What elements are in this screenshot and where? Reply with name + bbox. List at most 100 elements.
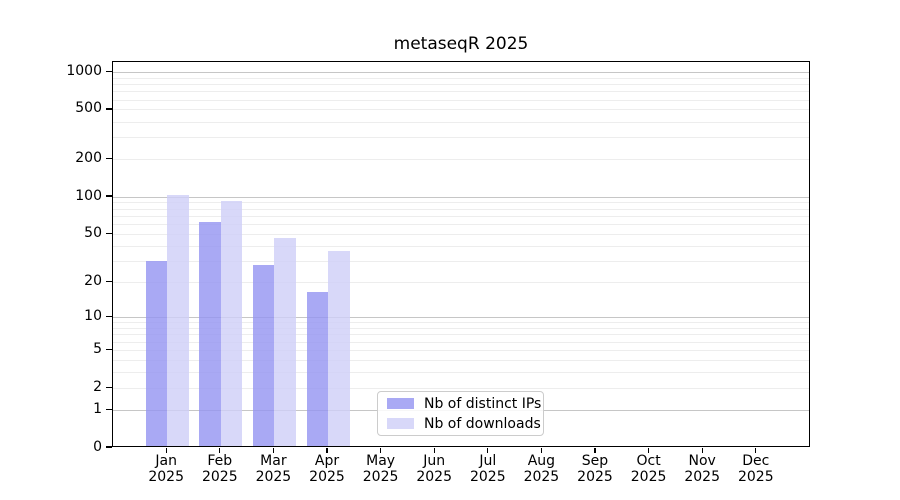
- y-tick-5: [106, 348, 112, 351]
- minor-gridline-3: [113, 372, 809, 374]
- x-tick-label-jan: Jan: [155, 453, 177, 469]
- x-tick-label-jul: Jul: [479, 453, 497, 469]
- x-tick-oct: [648, 448, 650, 453]
- legend-label-distinct-ips: Nb of distinct IPs: [424, 395, 542, 412]
- minor-gridline-20: [113, 281, 809, 283]
- bar-jan-downloads: [167, 195, 189, 446]
- chart-title: metaseqR 2025: [393, 34, 529, 54]
- x-tick-label-mar: Mar: [260, 453, 287, 469]
- bar-mar-downloads: [274, 237, 296, 446]
- legend-item-distinct-ips: Nb of distinct IPs: [387, 396, 543, 412]
- x-tick-aug: [540, 448, 543, 453]
- major-gridline-100: [113, 196, 809, 198]
- y-tick-label-1000: 1000: [66, 62, 102, 79]
- x-tick-label-jun-year: 2025: [416, 469, 452, 485]
- minor-gridline-70: [113, 215, 809, 217]
- minor-gridline-9: [113, 322, 809, 324]
- minor-gridline-600: [113, 99, 809, 101]
- y-tick-label-20: 20: [84, 272, 102, 289]
- x-tick-mar: [272, 448, 275, 453]
- bar-jan-ips: [145, 261, 168, 446]
- minor-gridline-2: [113, 387, 809, 389]
- minor-gridline-80: [113, 208, 809, 210]
- x-tick-label-dec-year: 2025: [737, 469, 774, 485]
- y-tick-2: [106, 386, 112, 388]
- x-tick-label-sep-year: 2025: [577, 469, 613, 485]
- x-tick-apr: [326, 448, 328, 453]
- minor-gridline-90: [113, 202, 809, 204]
- legend-item-downloads: Nb of downloads: [387, 416, 543, 432]
- y-tick-20: [106, 280, 112, 283]
- y-tick-label-200: 200: [75, 150, 102, 167]
- y-tick-200: [106, 158, 112, 160]
- bar-feb-ips: [199, 222, 221, 446]
- plot-area: [112, 61, 810, 447]
- minor-gridline-800: [113, 83, 809, 85]
- major-gridline-10: [113, 317, 809, 319]
- bar-feb-downloads: [220, 200, 243, 446]
- x-tick-label-oct-year: 2025: [630, 469, 667, 485]
- minor-gridline-700: [113, 91, 809, 93]
- minor-gridline-400: [113, 121, 809, 123]
- bar-apr-ips: [306, 291, 328, 446]
- bar-mar-ips: [252, 264, 275, 446]
- x-tick-label-mar-year: 2025: [255, 469, 292, 485]
- x-tick-jul: [487, 448, 489, 453]
- minor-gridline-40: [113, 245, 809, 247]
- minor-gridline-8: [113, 328, 809, 330]
- x-tick-label-apr: Apr: [314, 453, 340, 469]
- x-tick-jan: [165, 448, 167, 453]
- minor-gridline-50: [113, 233, 809, 235]
- bar-apr-downloads: [328, 251, 350, 446]
- y-tick-label-50: 50: [84, 224, 102, 241]
- x-tick-label-may: May: [366, 453, 396, 469]
- y-tick-100: [106, 195, 112, 197]
- minor-gridline-5: [113, 350, 809, 352]
- x-tick-label-nov-year: 2025: [684, 469, 720, 485]
- minor-gridline-300: [113, 137, 809, 139]
- y-tick-10: [106, 316, 112, 318]
- x-tick-label-dec: Dec: [742, 453, 770, 469]
- x-tick-label-sep: Sep: [581, 453, 609, 469]
- legend-swatch-distinct-ips: [387, 398, 414, 409]
- y-tick-1: [106, 408, 112, 410]
- minor-gridline-6: [113, 341, 809, 343]
- y-tick-label-100: 100: [75, 187, 102, 204]
- legend: Nb of distinct IPs Nb of downloads: [377, 391, 544, 436]
- x-tick-label-feb: Feb: [207, 453, 233, 469]
- x-tick-nov: [701, 448, 703, 453]
- x-tick-label-oct: Oct: [636, 453, 661, 469]
- minor-gridline-500: [113, 109, 809, 111]
- y-tick-50: [106, 232, 112, 234]
- x-tick-label-apr-year: 2025: [309, 469, 345, 485]
- x-tick-label-may-year: 2025: [362, 469, 399, 485]
- minor-gridline-900: [113, 77, 809, 79]
- minor-gridline-4: [113, 359, 809, 361]
- y-tick-0: [106, 446, 112, 448]
- y-tick-label-5: 5: [93, 341, 102, 358]
- y-tick-500: [106, 108, 112, 110]
- x-tick-label-jul-year: 2025: [469, 469, 506, 485]
- x-tick-label-nov: Nov: [688, 453, 716, 469]
- x-tick-label-feb-year: 2025: [201, 469, 238, 485]
- y-tick-label-0: 0: [93, 438, 102, 455]
- x-tick-label-aug-year: 2025: [523, 469, 560, 485]
- y-tick-label-10: 10: [84, 308, 102, 325]
- y-tick-label-500: 500: [75, 100, 102, 117]
- x-tick-may: [380, 448, 382, 453]
- minor-gridline-7: [113, 334, 809, 336]
- minor-gridline-60: [113, 223, 809, 225]
- x-tick-jun: [433, 448, 435, 453]
- x-tick-sep: [594, 448, 596, 453]
- x-tick-feb: [219, 448, 221, 453]
- y-tick-label-2: 2: [93, 378, 102, 395]
- minor-gridline-30: [113, 260, 809, 262]
- minor-gridline-200: [113, 159, 809, 161]
- x-tick-label-jan-year: 2025: [148, 469, 184, 485]
- legend-swatch-downloads: [387, 418, 414, 429]
- y-tick-label-1: 1: [93, 400, 102, 417]
- x-tick-dec: [755, 448, 757, 453]
- y-tick-1000: [106, 70, 112, 73]
- x-tick-label-jun: Jun: [423, 453, 446, 469]
